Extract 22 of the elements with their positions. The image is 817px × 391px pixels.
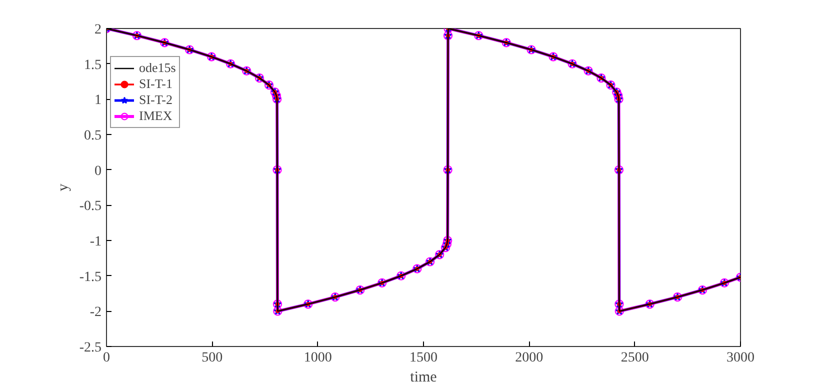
x-tick-label: 1500 [410, 350, 438, 366]
legend-label: IMEX [139, 108, 172, 124]
y-tick-label: 0.5 [84, 128, 102, 144]
x-axis-title: time [410, 370, 438, 386]
y-tick-label: -0.5 [79, 199, 102, 214]
y-tick-label: -2.5 [79, 340, 102, 356]
x-tick-label: 1000 [304, 350, 332, 366]
y-tick-label: -2 [90, 305, 102, 320]
y-tick-label: 1.5 [84, 58, 102, 73]
y-tick-label: 2 [94, 22, 102, 38]
x-tick-label: 3000 [726, 350, 754, 366]
x-tick-label: 2500 [620, 350, 649, 366]
legend-label: SI-T-1 [139, 76, 172, 92]
y-tick-label: 1 [94, 93, 102, 108]
y-tick-label: -1.5 [79, 270, 102, 285]
y-axis-title: y [55, 183, 72, 192]
y-tick-label: -1 [90, 234, 102, 250]
x-tick-label: 500 [202, 350, 223, 366]
y-tick-label: 0 [94, 164, 102, 179]
legend-label: ode15s [139, 60, 176, 76]
legend-label: SI-T-2 [139, 92, 172, 108]
x-tick-label: 2000 [515, 350, 544, 366]
